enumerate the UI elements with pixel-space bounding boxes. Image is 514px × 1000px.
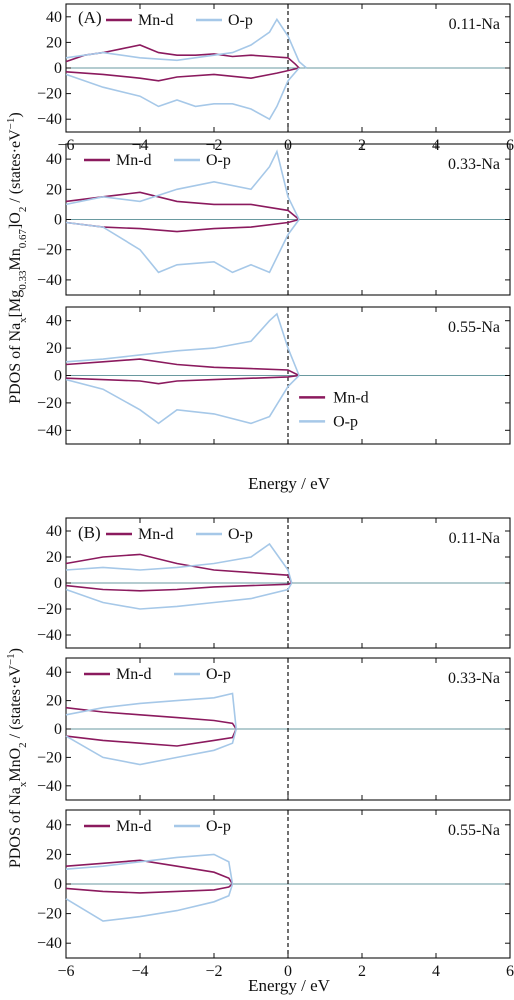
xtick-label: 2: [358, 963, 366, 980]
ytick-label: −20: [37, 749, 62, 766]
series-mnd-down: [65, 374, 300, 385]
ytick-label: −40: [37, 272, 62, 289]
ytick-label: −40: [37, 111, 62, 128]
series-op-up: [65, 853, 234, 885]
series-mnd-up: [65, 44, 300, 69]
panel-A2: −40 −20 0 20 40 0.33-Na Mn-d O-p: [37, 143, 511, 296]
ytick-label: 20: [46, 340, 62, 357]
ytick-label: −20: [37, 906, 62, 923]
legend-label: O-p: [333, 413, 358, 430]
ytick-label: −40: [37, 422, 62, 439]
series-op-down: [65, 374, 300, 425]
fig-b-xlabel: Energy / eV: [248, 976, 331, 995]
legend-label: O-p: [228, 526, 253, 543]
series-mnd-down: [65, 582, 292, 592]
ytick-label: −40: [37, 627, 62, 644]
panel-B2: −40 −20 0 20 40 0.33-Na Mn-d O-p: [37, 657, 511, 801]
legend-label: Mn-d: [116, 818, 152, 835]
ytick-label: 40: [46, 817, 62, 834]
series-op-down: [65, 219, 300, 274]
xtick-label: −4: [131, 963, 148, 980]
ytick-label: 0: [54, 212, 62, 229]
legend-label: O-p: [206, 818, 231, 835]
ytick-label: 40: [46, 9, 62, 26]
ytick-label: −20: [37, 601, 62, 618]
ytick-label: 0: [54, 575, 62, 592]
ytick-label: 0: [54, 721, 62, 738]
ytick-label: 20: [46, 549, 62, 566]
ytick-label: 40: [46, 523, 62, 540]
series-op-down: [65, 582, 293, 610]
series-mnd-up: [65, 191, 300, 221]
series-op-up: [65, 149, 300, 220]
ytick-label: 40: [46, 313, 62, 330]
ytick-label: −40: [37, 778, 62, 795]
legend-label: Mn-d: [333, 389, 369, 406]
panel-annotation: 0.55-Na: [448, 319, 500, 336]
series-mnd-up: [65, 358, 300, 377]
panel-annotation: 0.11-Na: [449, 530, 500, 547]
ytick-label: −20: [37, 242, 62, 259]
ytick-label: 20: [46, 693, 62, 710]
series-mnd-up: [65, 859, 234, 885]
panel-B1: −40 −20 0 20 40 0.11-Na Mn-d O-p: [37, 517, 511, 649]
ytick-label: −20: [37, 395, 62, 412]
panels-group: −40−2002040−6−4−202460.11-NaMn-dO-p−40−2…: [37, 3, 514, 980]
legend-label: Mn-d: [138, 12, 174, 29]
ytick-label: −40: [37, 935, 62, 952]
legend-label: O-p: [206, 152, 231, 169]
series-mnd-down: [65, 883, 234, 894]
ytick-label: 40: [46, 664, 62, 681]
xtick-label: 0: [284, 963, 292, 980]
xtick-label: −2: [205, 963, 222, 980]
xtick-label: 4: [432, 963, 440, 980]
fig-a-xlabel: Energy / eV: [248, 474, 331, 493]
ytick-label: 0: [54, 876, 62, 893]
series-mnd-up: [65, 706, 237, 730]
panel-annotation: 0.55-Na: [448, 822, 500, 839]
fig-a-ylabel: PDOS of Nax[Mg0.33Mn0.67]O2 / (states·eV…: [5, 112, 29, 403]
series-mnd-down: [65, 67, 300, 82]
ytick-label: 40: [46, 151, 62, 168]
ytick-label: 20: [46, 34, 62, 51]
ytick-label: 0: [54, 60, 62, 77]
series-op-up: [65, 17, 308, 69]
series-op-down: [65, 883, 234, 922]
series-op-up: [65, 692, 237, 730]
xtick-label: 6: [506, 963, 514, 980]
legend-label: Mn-d: [116, 666, 152, 683]
series-op-down: [65, 728, 237, 766]
panel-annotation: 0.33-Na: [448, 670, 500, 687]
legend-label: O-p: [228, 12, 253, 29]
panel-annotation: 0.33-Na: [448, 156, 500, 173]
series-mnd-down: [65, 728, 237, 747]
panel-A3: −40 −20 0 20 40 0.55-Na Mn-d O-p: [37, 306, 511, 445]
legend-label: Mn-d: [116, 152, 152, 169]
fig-a-label: (A): [78, 8, 102, 27]
legend-label: O-p: [206, 666, 231, 683]
series-mnd-down: [65, 218, 300, 233]
ytick-label: −20: [37, 86, 62, 103]
legend-label: Mn-d: [138, 526, 174, 543]
ytick-label: 20: [46, 846, 62, 863]
series-op-up: [65, 312, 300, 376]
panel-annotation: 0.11-Na: [449, 16, 500, 33]
ytick-label: 20: [46, 181, 62, 198]
xtick-label: −6: [57, 963, 74, 980]
fig-b-ylabel: PDOS of NaxMnO2 / (states·eV−1): [5, 648, 29, 868]
ytick-label: 0: [54, 368, 62, 385]
series-op-up: [65, 542, 293, 584]
series-op-down: [65, 67, 300, 121]
fig-b-label: (B): [78, 523, 101, 542]
series-mnd-up: [65, 553, 293, 584]
